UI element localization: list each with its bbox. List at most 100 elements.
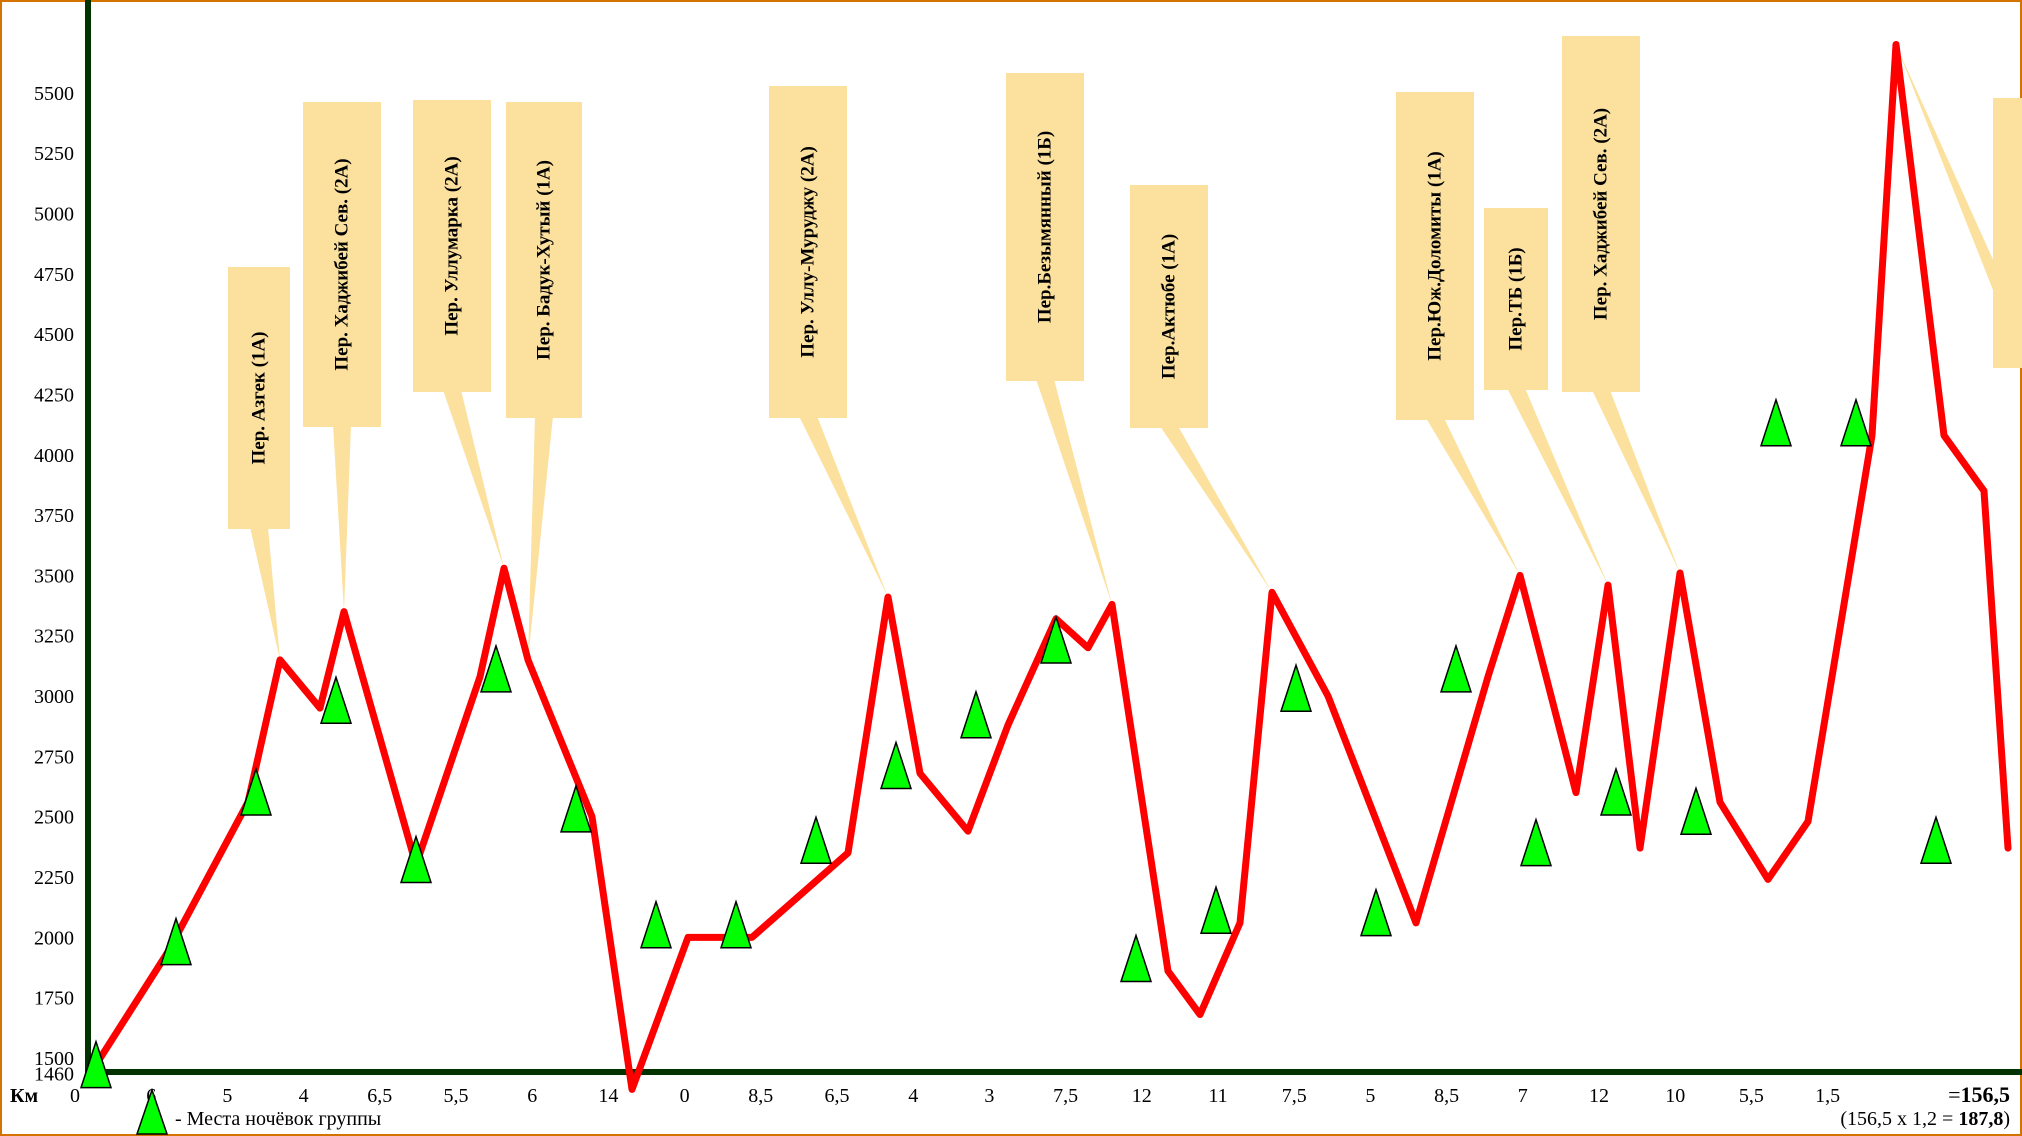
callout-box (1396, 92, 1474, 420)
camp-marker (1279, 662, 1313, 712)
x-tick-label: 8,5 (748, 1085, 773, 1107)
x-tick-label: 5,5 (1739, 1085, 1764, 1107)
x-tick-label: 14 (598, 1085, 618, 1107)
camp-marker (1759, 397, 1793, 447)
camp-marker (159, 916, 193, 966)
callout-pointer (1896, 44, 2022, 364)
x-tick-label: 0 (680, 1085, 690, 1107)
y-tick-label: 5000 (34, 203, 74, 225)
coef-prefix: (156,5 х 1,2 = (1840, 1108, 1959, 1130)
x-tick-label: 5 (1365, 1085, 1375, 1107)
x-tick-label: 4 (299, 1085, 309, 1107)
callout-label: Пер.Юж.Доломиты (1А) (1425, 151, 1446, 360)
x-tick-label: 12 (1589, 1085, 1609, 1107)
total-distance: =156,5 (1948, 1082, 2010, 1108)
callout-box (506, 102, 582, 418)
callout-2: Пер. Уллумарка (2А) (413, 100, 504, 569)
camp-marker (319, 674, 353, 725)
y-tick-label: 4250 (34, 384, 74, 406)
x-tick-label: 5 (222, 1085, 232, 1107)
callout-pointer (1507, 388, 1608, 586)
callout-pointer (443, 390, 504, 569)
x-tick-label: 0 (70, 1085, 80, 1107)
callout-4: Пер. Уллу-Муруджу (2А) (769, 86, 888, 598)
callout-3: Пер. Бадук-Хутый (1А) (506, 102, 582, 660)
y-tick-label: 3250 (34, 626, 74, 648)
x-tick-label: 7,5 (1282, 1085, 1307, 1107)
callout-9: Пер. Хаджибей Сев. (2А) (1562, 36, 1680, 573)
camp-marker (1679, 785, 1713, 836)
callout-7: Пер.Юж.Доломиты (1А) (1396, 92, 1520, 576)
x-tick-label: 3 (984, 1085, 994, 1107)
y-tick-label: 1460 (34, 1064, 74, 1086)
callout-label: Пер.Актюбе (1А) (1159, 234, 1180, 379)
callout-label: Пер. Уллу-Муруджу (2А) (798, 146, 819, 358)
camp-marker (1439, 643, 1473, 693)
callout-pointer (333, 425, 351, 612)
callout-label: Пер. Хаджибей Сев. (2А) (332, 158, 353, 370)
camp-markers (79, 397, 1953, 1089)
y-tick-label: 1750 (34, 988, 74, 1010)
pass-callouts: Пер. Азгек (1А) Пер. Хаджибей Сев. (2А) Пе… (228, 36, 2022, 660)
y-tick-label: 3750 (34, 505, 74, 527)
callout-0: Пер. Азгек (1А) (228, 267, 290, 660)
callout-box (303, 102, 381, 427)
x-tick-label: 6,5 (367, 1085, 392, 1107)
camp-marker (1839, 397, 1873, 447)
x-tick-label: 5,5 (444, 1085, 469, 1107)
camp-marker (1039, 614, 1073, 664)
x-tick-label: 8,5 (1434, 1085, 1459, 1107)
callout-label: Пер. Бадук-Хутый (1А) (534, 160, 555, 360)
legend-label: - Места ночёвок группы (175, 1108, 382, 1130)
callout-pointer (528, 416, 553, 660)
x-tick-label: 7,5 (1053, 1085, 1078, 1107)
legend-marker (135, 1087, 169, 1135)
camp-marker (1599, 766, 1633, 816)
x-tick-label: 12 (1132, 1085, 1152, 1107)
y-tick-label: 1500 (34, 1048, 74, 1070)
callout-box (413, 100, 491, 392)
camp-marker (559, 783, 593, 833)
y-tick-label: 2250 (34, 867, 74, 889)
callout-pointer (1036, 379, 1112, 605)
x-tick-label: 6,5 (825, 1085, 850, 1107)
callout-10: в. Эльбрус Зап.(2А) (1896, 44, 2022, 368)
callout-8: Пер.ТБ (1Б) (1484, 208, 1608, 586)
x-unit-label: Км (10, 1085, 38, 1107)
legend (135, 1087, 169, 1135)
callout-box (1006, 73, 1084, 381)
x-tick-label: 11 (1208, 1085, 1227, 1107)
callout-box (769, 86, 847, 418)
callout-box (1130, 185, 1208, 428)
camp-marker (399, 834, 433, 884)
y-tick-label: 3000 (34, 686, 74, 708)
camp-marker (79, 1039, 113, 1089)
camp-marker (1919, 814, 1953, 864)
callout-box (228, 267, 290, 529)
callout-label: Пер. Хаджибей Сев. (2А) (1591, 108, 1612, 320)
y-tick-label: 5500 (34, 83, 74, 105)
camp-marker (959, 689, 993, 739)
callout-5: Пер.Безымянный (1Б) (1006, 73, 1112, 605)
coef-suffix: ) (2003, 1108, 2010, 1130)
camp-marker (1199, 884, 1233, 934)
callout-box (1562, 36, 1640, 392)
y-tick-label: 3500 (34, 565, 74, 587)
x-tick-label: 4 (908, 1085, 918, 1107)
camp-marker (1119, 933, 1153, 983)
callout-pointer (1592, 390, 1680, 573)
y-tick-label: 2750 (34, 746, 74, 768)
callout-label: Пер. Уллумарка (2А) (442, 156, 463, 335)
y-tick-label: 4750 (34, 264, 74, 286)
coef-value: 187,8 (1958, 1108, 2004, 1130)
y-tick-label: 2500 (34, 807, 74, 829)
callout-label: Пер.Безымянный (1Б) (1035, 131, 1056, 323)
callout-6: Пер.Актюбе (1А) (1130, 185, 1272, 593)
y-tick-label: 5250 (34, 143, 74, 165)
callout-pointer (1160, 426, 1272, 593)
callout-label: Пер.ТБ (1Б) (1506, 247, 1527, 350)
callout-box (1484, 208, 1548, 390)
profile-series-line (84, 41, 2012, 1093)
